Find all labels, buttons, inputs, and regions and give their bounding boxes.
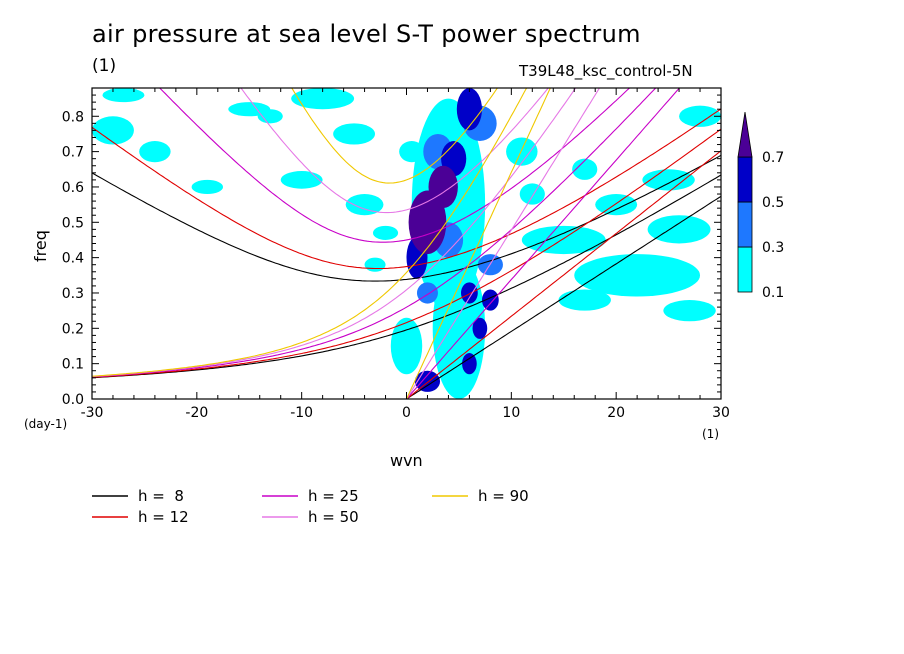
legend-label: h = 25 — [308, 487, 359, 505]
experiment-name: T39L48_ksc_control-5N — [519, 62, 693, 80]
y-tick-label: 0.2 — [62, 321, 84, 337]
gravity-wave-curve — [240, 88, 549, 214]
power-contour — [472, 317, 488, 339]
power-contour — [291, 88, 355, 110]
power-contour — [558, 289, 611, 311]
colorbar-swatch — [737, 201, 753, 248]
colorbar-extend-triangle — [737, 111, 753, 158]
x-tick-label: -10 — [290, 405, 313, 421]
y-unit-label: (day-1) — [24, 417, 67, 431]
legend-label: h = 12 — [138, 508, 189, 526]
y-axis-label: freq — [31, 230, 50, 262]
power-contour — [519, 183, 545, 205]
mrg-wave-curve — [92, 88, 528, 377]
power-contour — [663, 300, 716, 322]
power-contour — [456, 88, 482, 131]
x-tick-label: 20 — [607, 405, 625, 421]
kelvin-wave-curve — [405, 88, 551, 399]
x-tick-label: 10 — [502, 405, 520, 421]
legend-label: h = 50 — [308, 508, 359, 526]
gravity-wave-curve — [291, 88, 499, 184]
power-contour — [92, 116, 134, 145]
power-contour — [333, 123, 376, 145]
x-tick-label: 0 — [402, 405, 411, 421]
colorbar-label: 0.1 — [762, 285, 784, 301]
gravity-wave-curve — [158, 88, 631, 243]
gravity-wave-curve — [92, 154, 721, 282]
power-contour — [345, 194, 384, 216]
colorbar-label: 0.5 — [762, 195, 784, 211]
power-contours — [92, 88, 721, 399]
colorbar-swatch — [737, 156, 753, 203]
power-contour — [572, 158, 598, 180]
power-contour — [521, 225, 606, 255]
mrg-wave-curve — [92, 88, 657, 378]
power-contour — [257, 109, 283, 124]
kelvin-wave-curve — [406, 150, 721, 399]
mrg-wave-curve — [92, 88, 577, 378]
power-contour — [416, 282, 438, 304]
power-contour — [462, 353, 477, 375]
colorbar: 0.1 0.3 0.5 0.7 — [737, 111, 784, 301]
y-tick-label: 0.3 — [62, 286, 84, 302]
kelvin-wave-curve — [406, 88, 681, 399]
y-tick-label: 0.8 — [62, 109, 84, 125]
y-tick-label: 0.5 — [62, 215, 84, 231]
mrg-wave-curve — [92, 128, 721, 378]
x-tick-label: 30 — [712, 405, 730, 421]
power-contour — [399, 141, 425, 163]
power-contour — [506, 137, 538, 166]
power-contour — [364, 257, 386, 272]
colorbar-label: 0.7 — [762, 150, 784, 166]
dispersion-curves — [92, 88, 721, 399]
legend-label: h = 8 — [138, 487, 184, 505]
power-contour — [574, 254, 701, 297]
power-contour — [191, 179, 224, 195]
y-tick-label: 0.0 — [62, 392, 84, 408]
y-tick-label: 0.6 — [62, 180, 84, 196]
kelvin-wave-curve — [406, 195, 721, 399]
power-contour — [139, 141, 171, 163]
gravity-wave-curve — [92, 108, 721, 270]
x-unit-label: (1) — [702, 427, 719, 441]
power-contour — [428, 165, 458, 209]
x-tick-labels: -30 -20 -10 0 10 20 30 — [81, 405, 730, 421]
power-contour — [372, 225, 399, 240]
power-contour — [595, 194, 638, 216]
x-tick-label: -30 — [81, 405, 104, 421]
power-contour — [679, 105, 721, 127]
mrg-wave-curve — [92, 174, 721, 379]
y-tick-labels: 0.0 0.1 0.2 0.3 0.4 0.5 0.6 0.7 0.8 — [62, 109, 84, 408]
y-tick-label: 0.7 — [62, 145, 84, 161]
legend-label: h = 90 — [478, 487, 529, 505]
axis-ticks — [91, 87, 722, 400]
y-tick-label: 0.4 — [62, 251, 84, 267]
power-contour — [647, 215, 711, 244]
colorbar-swatch — [737, 246, 753, 293]
colorbar-label: 0.3 — [762, 240, 784, 256]
kelvin-wave-curve — [406, 88, 601, 399]
power-contour — [461, 282, 478, 304]
power-contour — [102, 88, 145, 103]
chart-subtitle: (1) — [92, 56, 117, 76]
x-tick-label: -20 — [185, 405, 208, 421]
legend: h = 8 h = 12 h = 25 h = 50 h = 90 — [92, 487, 529, 526]
x-axis-label: wvn — [390, 451, 423, 470]
chart-title: air pressure at sea level S-T power spec… — [92, 20, 641, 48]
power-contour — [481, 289, 499, 311]
y-tick-label: 0.1 — [62, 357, 84, 373]
power-contour — [280, 171, 323, 189]
power-contour — [642, 169, 695, 191]
